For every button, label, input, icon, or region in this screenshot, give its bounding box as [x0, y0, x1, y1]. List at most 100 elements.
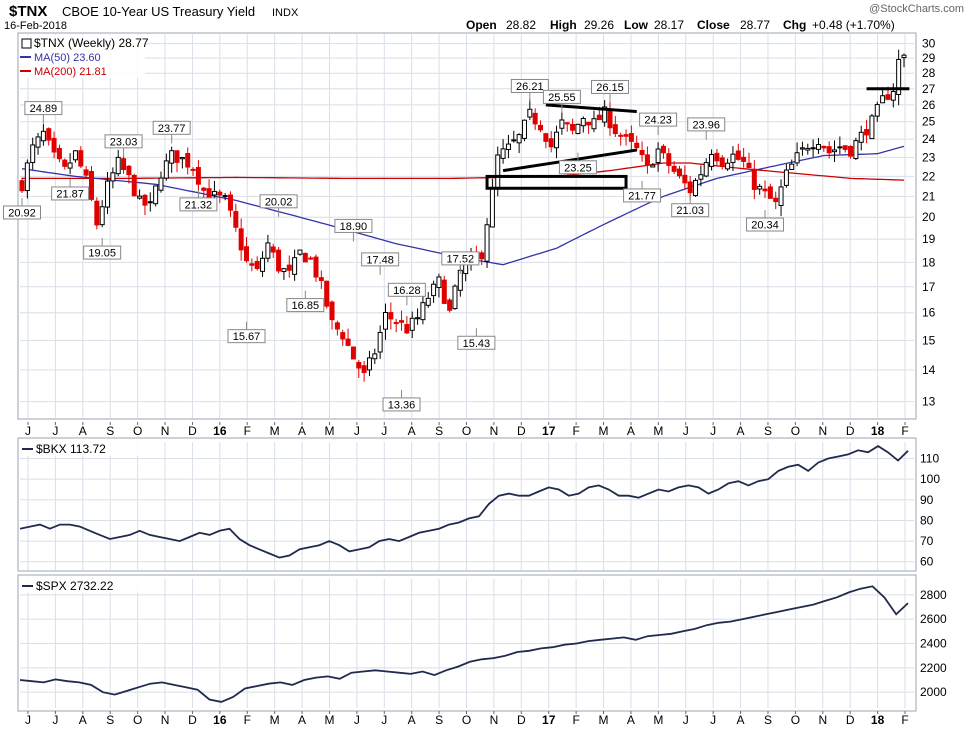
- annotation-label: 18.90: [340, 221, 368, 233]
- candle-up: [420, 302, 426, 321]
- y-tick-label: 60: [920, 555, 934, 569]
- x-tick-label: D: [517, 424, 526, 438]
- x-tick-label: D: [188, 424, 197, 438]
- x-tick-label: M: [324, 713, 334, 727]
- candle-down: [676, 168, 682, 177]
- annotation: 17.52: [441, 251, 480, 274]
- candle-down: [628, 133, 634, 142]
- y-tick-label: 2800: [920, 588, 947, 602]
- x-tick-label: 16: [213, 713, 227, 727]
- price-series: [19, 585, 909, 703]
- annotation: 15.43: [457, 328, 496, 350]
- candle-down: [596, 114, 602, 121]
- candle-down: [479, 252, 485, 260]
- y-tick-label: 21: [922, 189, 936, 203]
- candle-up: [366, 357, 372, 371]
- candle-up: [853, 140, 859, 160]
- candle-down: [751, 168, 757, 190]
- candle-up: [484, 224, 490, 262]
- candle-down: [441, 279, 447, 304]
- candle-down: [249, 263, 255, 266]
- bkx-line: [19, 445, 909, 559]
- candle-down: [329, 301, 335, 321]
- x-tick-label: O: [462, 713, 471, 727]
- candle-down: [340, 332, 346, 340]
- candle-down: [762, 188, 768, 192]
- symbol-exchange: INDX: [272, 7, 299, 19]
- annotation-box: [104, 134, 143, 149]
- annotation-box: [671, 203, 710, 218]
- candle-down: [361, 365, 367, 374]
- candle-up: [730, 153, 736, 164]
- annotation: 23.77: [152, 120, 191, 144]
- x-tick-label: J: [381, 424, 387, 438]
- x-tick-label: 17: [542, 713, 556, 727]
- x-tick-label: M: [270, 713, 280, 727]
- candle-down: [217, 191, 223, 196]
- candle-up: [158, 177, 164, 191]
- x-tick-label: J: [381, 713, 387, 727]
- annotation: 17.48: [361, 252, 400, 275]
- y-tick-label: 100: [920, 472, 940, 486]
- candle-down: [334, 322, 340, 330]
- annotation-box: [83, 245, 122, 260]
- y-tick-label: 70: [920, 534, 934, 548]
- candle-down: [586, 121, 592, 126]
- annotation-box: [227, 329, 266, 344]
- candle-up: [377, 331, 383, 353]
- annotation: 21.03: [671, 195, 710, 218]
- candle-down: [719, 157, 725, 167]
- ma200-series: [22, 162, 905, 181]
- y-tick-label: 28: [922, 66, 936, 80]
- annotation-box: [24, 101, 63, 116]
- y-tick-label: 17: [922, 280, 936, 294]
- candle-up: [693, 179, 699, 197]
- x-tick-label: M: [599, 713, 609, 727]
- candle-up: [602, 106, 608, 123]
- annotation-box: [334, 218, 373, 233]
- annotation-label: 21.87: [56, 188, 84, 200]
- x-tick-label: M: [653, 424, 663, 438]
- x-tick-label: A: [79, 424, 87, 438]
- open-value: 28.82: [506, 18, 536, 32]
- x-tick-label: F: [244, 713, 251, 727]
- candle-up: [222, 195, 228, 198]
- symbol-name: CBOE 10-Year US Treasury Yield: [62, 4, 255, 19]
- bkx-grid: [20, 442, 914, 570]
- candle-up: [72, 150, 78, 161]
- annotation-box: [542, 89, 581, 104]
- annotation-label: 20.92: [8, 207, 36, 219]
- legend-label: MA(50) 23.60: [34, 52, 101, 64]
- y-tick-label: 2200: [920, 661, 947, 675]
- x-tick-label: F: [244, 424, 251, 438]
- candle-down: [660, 145, 666, 154]
- candle-down: [543, 133, 549, 142]
- main-legend: $TNX (Weekly) 28.77 MA(50) 23.60 MA(200) 2…: [20, 35, 149, 78]
- x-tick-label: J: [710, 713, 716, 727]
- candle-up: [837, 146, 843, 149]
- candle-down: [83, 169, 89, 176]
- x-tick-label: O: [791, 713, 800, 727]
- candle-up: [527, 108, 533, 118]
- x-tick-label: M: [324, 424, 334, 438]
- candle-down: [687, 181, 693, 194]
- x-tick-label: J: [683, 424, 689, 438]
- annotation-box: [623, 188, 662, 203]
- spx-y-axis: 2000 2200 2400 2600 2800: [920, 588, 947, 699]
- candle-up: [511, 139, 517, 142]
- annotation: 20.92: [3, 197, 41, 220]
- high-value: 29.26: [584, 18, 614, 32]
- annotation-box: [286, 298, 325, 313]
- annotation-label: 21.03: [676, 205, 704, 217]
- x-tick-label: A: [408, 424, 416, 438]
- candle-down: [826, 146, 832, 154]
- candle-down: [233, 211, 239, 228]
- legend-label: MA(200) 21.81: [34, 66, 107, 78]
- x-tick-label: 16: [213, 424, 227, 438]
- candle-up: [260, 257, 266, 272]
- candle-down: [639, 149, 645, 156]
- x-tick-label: D: [188, 713, 197, 727]
- candle-up: [559, 119, 565, 129]
- candle-down: [345, 338, 351, 346]
